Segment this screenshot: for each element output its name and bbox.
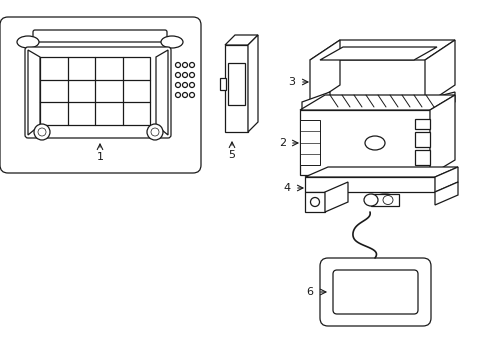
FancyBboxPatch shape	[25, 47, 171, 138]
FancyBboxPatch shape	[319, 258, 430, 326]
Text: 2: 2	[279, 138, 286, 148]
Circle shape	[189, 63, 194, 68]
Ellipse shape	[364, 136, 384, 150]
Polygon shape	[424, 40, 454, 105]
Bar	[220, 78, 225, 90]
Text: 5: 5	[228, 150, 235, 160]
Polygon shape	[429, 95, 454, 175]
Text: 4: 4	[283, 183, 290, 193]
FancyBboxPatch shape	[0, 17, 201, 173]
Polygon shape	[309, 40, 454, 60]
Circle shape	[430, 103, 438, 111]
Circle shape	[34, 124, 50, 140]
Polygon shape	[224, 35, 258, 45]
Ellipse shape	[17, 36, 39, 48]
Circle shape	[182, 82, 187, 87]
Circle shape	[189, 82, 194, 87]
Polygon shape	[247, 35, 258, 132]
Circle shape	[38, 128, 46, 136]
Bar	[227, 63, 244, 105]
Circle shape	[175, 72, 180, 77]
Circle shape	[189, 72, 194, 77]
Ellipse shape	[370, 194, 398, 206]
Bar	[370, 194, 398, 206]
Polygon shape	[156, 50, 168, 135]
Text: 3: 3	[288, 77, 295, 87]
Polygon shape	[434, 182, 457, 205]
Ellipse shape	[363, 194, 377, 206]
Polygon shape	[414, 92, 454, 112]
Polygon shape	[434, 167, 457, 192]
Polygon shape	[299, 110, 429, 175]
Bar	[414, 132, 429, 147]
Bar	[414, 150, 429, 165]
Ellipse shape	[161, 36, 183, 48]
Circle shape	[151, 128, 159, 136]
Polygon shape	[302, 92, 329, 112]
Circle shape	[175, 82, 180, 87]
Circle shape	[182, 72, 187, 77]
Polygon shape	[299, 95, 454, 110]
Polygon shape	[325, 182, 347, 212]
Circle shape	[175, 63, 180, 68]
Polygon shape	[305, 192, 325, 212]
Bar	[414, 119, 429, 129]
Circle shape	[310, 103, 318, 111]
Polygon shape	[319, 47, 436, 60]
Polygon shape	[309, 40, 339, 105]
Circle shape	[310, 198, 319, 207]
Polygon shape	[224, 45, 247, 132]
Ellipse shape	[382, 195, 392, 204]
Circle shape	[189, 93, 194, 98]
Polygon shape	[28, 50, 40, 135]
Polygon shape	[305, 167, 457, 177]
Circle shape	[147, 124, 163, 140]
Text: 6: 6	[306, 287, 313, 297]
Bar	[299, 120, 319, 165]
Polygon shape	[305, 177, 434, 192]
Bar	[40, 57, 150, 125]
Circle shape	[182, 93, 187, 98]
FancyBboxPatch shape	[332, 270, 417, 314]
FancyBboxPatch shape	[33, 30, 167, 42]
Circle shape	[175, 93, 180, 98]
Circle shape	[182, 63, 187, 68]
Text: 1: 1	[96, 152, 103, 162]
